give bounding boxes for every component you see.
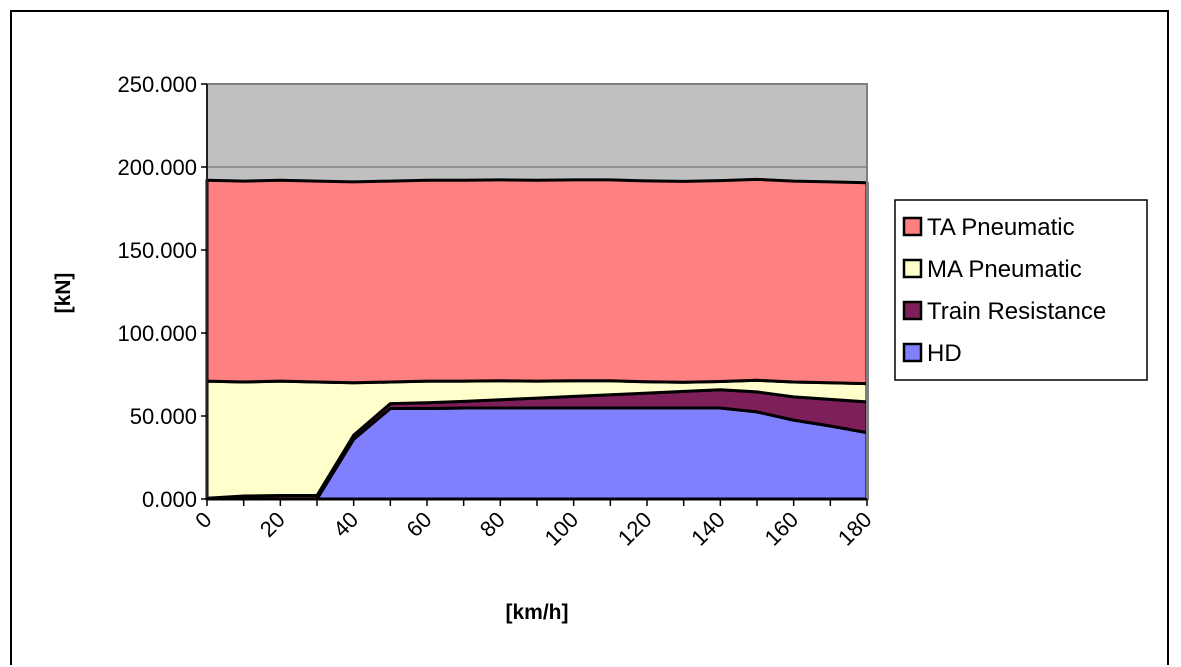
area-ta-pneumatic: [205, 177, 869, 386]
legend-swatch: [902, 342, 923, 363]
y-tick-label: 100.000: [117, 321, 197, 346]
x-tick-label: 0: [190, 507, 216, 533]
legend-label: MA Pneumatic: [927, 256, 1082, 283]
legend-label: Train Resistance: [927, 298, 1106, 325]
legend-swatch: [902, 216, 923, 237]
y-tick-label: 50.000: [130, 404, 197, 429]
x-tick-label: 80: [475, 507, 510, 542]
x-tick-label: 160: [760, 507, 804, 551]
legend-label: HD: [927, 340, 962, 367]
x-tick-label: 120: [613, 507, 657, 551]
x-tick-label: 40: [328, 507, 363, 542]
plot-area: [205, 83, 869, 501]
legend-label: TA Pneumatic: [927, 214, 1075, 241]
y-tick-label: 250.000: [117, 72, 197, 97]
y-tick-label: 200.000: [117, 155, 197, 180]
legend-swatch: [902, 300, 923, 321]
x-axis-title: [km/h]: [506, 601, 569, 624]
x-tick-label: 180: [833, 507, 877, 551]
x-tick-label: 60: [402, 507, 437, 542]
x-tick-label: 100: [540, 507, 584, 551]
y-tick-label: 150.000: [117, 238, 197, 263]
y-tick-label: 0.000: [142, 487, 197, 512]
legend-swatch: [902, 258, 923, 279]
legend-box: [894, 199, 1148, 381]
x-tick-label: 140: [686, 507, 730, 551]
y-axis-title: [kN]: [52, 273, 75, 314]
legend: TA Pneumatic MA Pneumatic Train Resistance…: [894, 199, 1148, 381]
x-tick-label: 20: [255, 507, 290, 542]
